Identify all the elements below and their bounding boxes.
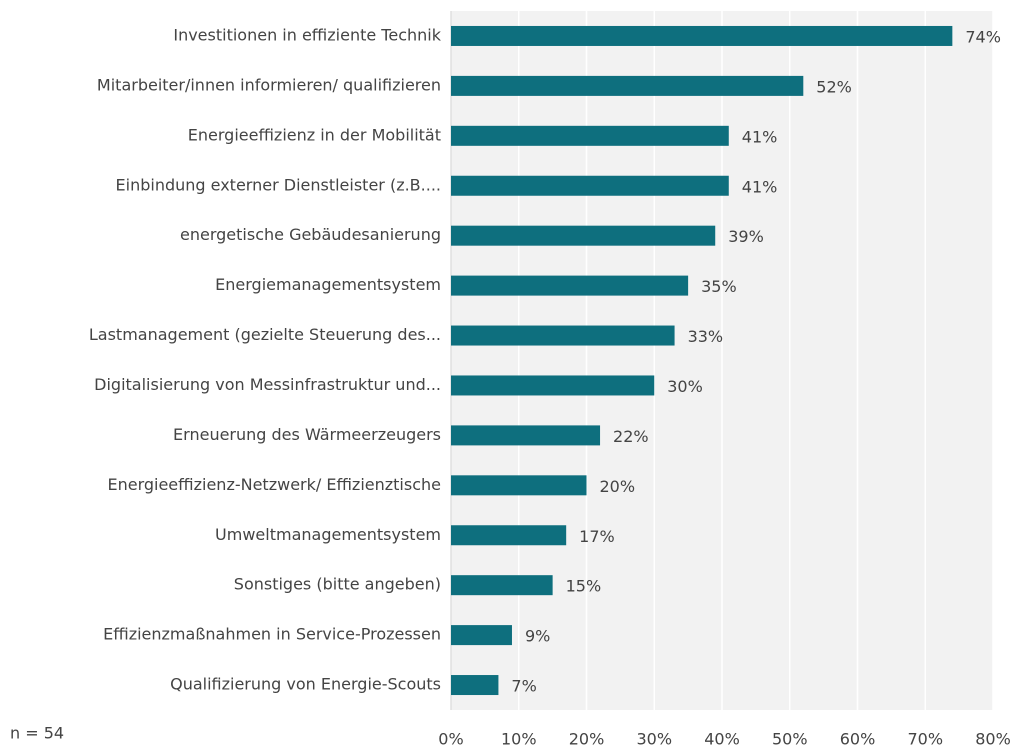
value-label: 41% <box>742 177 778 196</box>
value-label: 20% <box>600 477 636 496</box>
bar <box>451 425 601 446</box>
value-label: 22% <box>613 427 649 446</box>
bar <box>451 475 587 496</box>
y-tick-label: Mitarbeiter/innen informieren/ qualifizi… <box>97 75 441 94</box>
y-tick-label: Einbindung externer Dienstleister (z.B..… <box>116 175 441 194</box>
value-label: 39% <box>728 227 764 246</box>
x-tick-label: 50% <box>772 730 808 749</box>
y-tick-label: Lastmanagement (gezielte Steuerung des..… <box>89 325 441 344</box>
y-tick-label: Digitalisierung von Messinfrastruktur un… <box>94 375 441 394</box>
value-label: 74% <box>965 27 1001 46</box>
bar <box>451 375 655 396</box>
bar <box>451 625 512 646</box>
y-tick-label: energetische Gebäudesanierung <box>180 225 441 244</box>
y-tick-label: Energieeffizienz-Netzwerk/ Effizienztisc… <box>107 475 441 494</box>
y-tick-label: Erneuerung des Wärmeerzeugers <box>173 425 441 444</box>
y-tick-label: Effizienzmaßnahmen in Service-Prozessen <box>103 625 441 644</box>
bar <box>451 225 716 246</box>
bar <box>451 575 553 596</box>
value-label: 41% <box>742 127 778 146</box>
y-tick-label: Energiemanagementsystem <box>215 275 441 294</box>
bar <box>451 25 953 46</box>
bar <box>451 175 729 196</box>
x-tick-label: 80% <box>975 730 1011 749</box>
value-label: 35% <box>701 277 737 296</box>
value-label: 9% <box>525 627 550 646</box>
bar <box>451 325 675 346</box>
value-label: 15% <box>566 577 602 596</box>
bar <box>451 125 729 146</box>
y-tick-label: Sonstiges (bitte angeben) <box>234 575 441 594</box>
x-tick-label: 20% <box>569 730 605 749</box>
x-tick-label: 30% <box>636 730 672 749</box>
bar <box>451 675 499 696</box>
value-label: 7% <box>511 677 536 696</box>
y-tick-label: Energieeffizienz in der Mobilität <box>188 125 441 144</box>
value-label: 17% <box>579 527 615 546</box>
annotation: n = 54 <box>10 724 64 743</box>
y-tick-label: Qualifizierung von Energie-Scouts <box>170 675 441 694</box>
bar <box>451 275 689 296</box>
x-tick-label: 40% <box>704 730 740 749</box>
x-tick-label: 10% <box>501 730 537 749</box>
bar <box>451 75 804 96</box>
x-tick-label: 70% <box>907 730 943 749</box>
y-tick-label: Umweltmanagementsystem <box>215 525 441 544</box>
value-label: 52% <box>816 77 852 96</box>
y-tick-label: Investitionen in effiziente Technik <box>173 25 441 44</box>
value-label: 33% <box>688 327 724 346</box>
bar <box>451 525 567 546</box>
x-tick-label: 60% <box>840 730 876 749</box>
value-label: 30% <box>667 377 703 396</box>
x-tick-label: 0% <box>438 730 463 749</box>
